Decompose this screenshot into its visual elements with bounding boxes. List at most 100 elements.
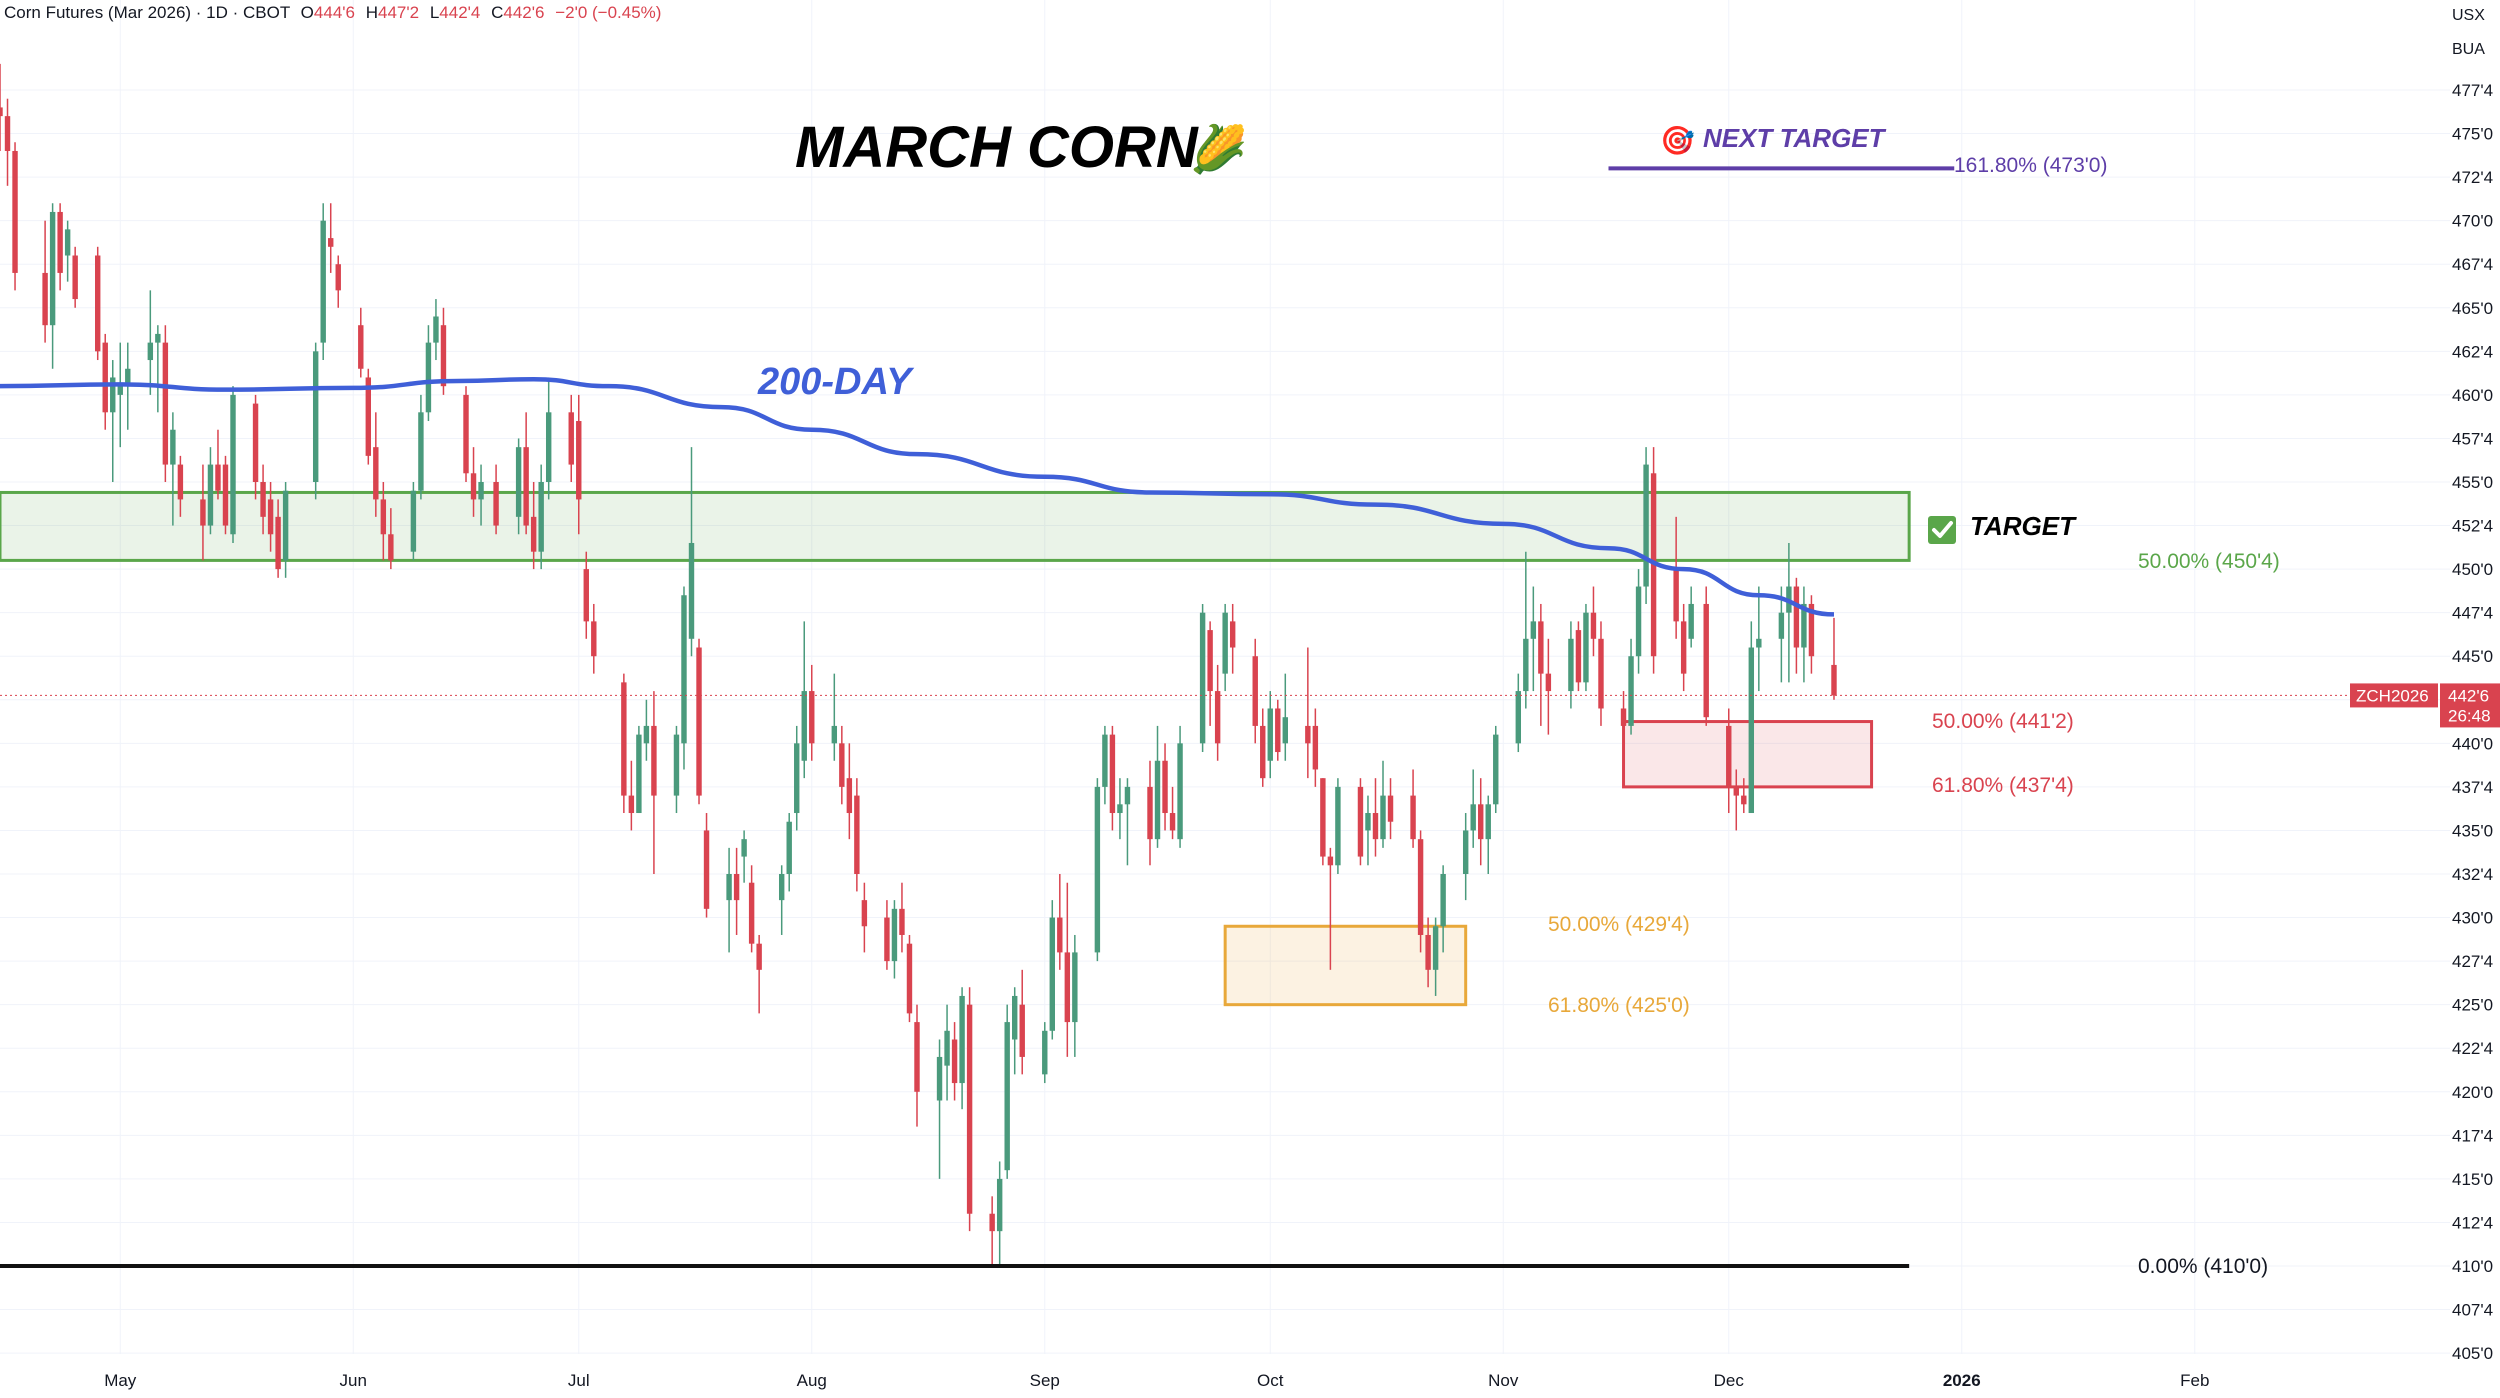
candle-down (839, 725, 845, 805)
candle-up (64, 220, 71, 282)
candle-body (989, 1213, 995, 1232)
candle-down (72, 246, 78, 308)
ma-label: 200-DAY (757, 361, 915, 403)
candle-up (418, 394, 424, 500)
candle-down (1320, 778, 1326, 866)
candle-down (1064, 882, 1071, 1057)
candle-body (786, 821, 792, 874)
candle-up (636, 725, 642, 814)
candle-body (493, 482, 499, 526)
fib-50-orange-label: 50.00% (429'4) (1548, 913, 1690, 936)
candle-down (906, 934, 913, 1023)
candle-body (1357, 786, 1364, 857)
time-axis[interactable]: May Jun Jul Aug Sep Oct Nov Dec 2026 Feb (104, 1371, 2209, 1390)
candle-body (1530, 621, 1537, 639)
fib-161-label: 161.80% (473'0) (1954, 154, 2107, 177)
candle-body (884, 917, 890, 962)
candle-body (1380, 795, 1386, 840)
candle-body (95, 255, 101, 352)
candle-down (463, 386, 469, 482)
candle-body (1831, 664, 1837, 696)
candle-down (568, 394, 574, 482)
price-tick-label: 445'0 (2452, 647, 2493, 666)
candle-up (1124, 778, 1131, 866)
candle-down (1109, 725, 1116, 831)
candle-down (1598, 621, 1604, 726)
candle-up (117, 342, 123, 448)
candle-body (72, 255, 78, 300)
candle-down (1410, 769, 1416, 848)
candle-body (1275, 708, 1281, 753)
candle-up (155, 325, 161, 413)
candle-body (688, 542, 695, 639)
candle-body (1575, 630, 1582, 683)
price-tick-label: 477'4 (2452, 81, 2493, 100)
candle-body (794, 743, 800, 814)
symbol-description[interactable]: Corn Futures (Mar 2026) · 1D · CBOT (4, 3, 290, 22)
candle-up (110, 360, 116, 482)
ma-layer (0, 376, 1834, 617)
fib-618-red-label: 61.80% (437'4) (1932, 774, 2074, 797)
candle-body (846, 778, 853, 814)
candle-down (1357, 778, 1364, 866)
fib-618-orange-label: 61.80% (425'0) (1548, 994, 1690, 1017)
candle-down (177, 455, 184, 517)
candle-up (959, 987, 965, 1110)
candle-up (1786, 542, 1792, 683)
candle-up (312, 342, 319, 500)
candle-down (102, 333, 108, 430)
candle-body (1372, 813, 1379, 840)
candle-down (591, 603, 597, 674)
price-tick-label: 465'0 (2452, 299, 2493, 318)
candle-layer (0, 63, 1837, 1266)
symbol-header[interactable]: Corn Futures (Mar 2026) · 1D · CBOT O444… (4, 3, 661, 23)
candle-body (1335, 786, 1341, 866)
candle-body (1260, 725, 1266, 779)
candle-body (1305, 725, 1311, 744)
price-tick-label: 452'4 (2452, 517, 2493, 536)
candle-body (125, 368, 131, 387)
candle-body (1756, 638, 1762, 648)
candle-body (42, 272, 48, 326)
candle-body (944, 1030, 950, 1066)
symbol-tag (2350, 683, 2438, 708)
candle-body (1042, 1030, 1048, 1075)
candle-body (1493, 734, 1499, 805)
candle-down (1207, 621, 1213, 726)
candle-down (12, 142, 18, 291)
high-value: 447'2 (378, 3, 420, 22)
candle-down (628, 760, 635, 831)
candle-up (778, 865, 785, 935)
candle-down (57, 203, 63, 291)
candle-body (200, 499, 206, 526)
candle-body (651, 725, 657, 796)
candle-body (1177, 743, 1183, 840)
price-tick-label: 440'0 (2452, 734, 2493, 753)
candle-down (1169, 786, 1176, 840)
candle-down (1575, 621, 1582, 692)
candle-body (1057, 917, 1063, 953)
candle-up (1222, 603, 1228, 692)
candle-body (1327, 856, 1334, 866)
candle-down (42, 220, 48, 343)
candle-down (1057, 874, 1063, 970)
candle-up (1004, 1004, 1010, 1179)
candle-body (147, 342, 154, 361)
candle-down (1703, 586, 1709, 726)
candle-body (1733, 786, 1739, 796)
candle-down (809, 664, 815, 761)
candle-body (538, 482, 544, 552)
check-mark-icon (1932, 521, 1953, 538)
candle-body (568, 412, 574, 465)
candle-up (1199, 603, 1206, 753)
time-tick-label: Dec (1714, 1371, 1745, 1390)
candle-body (222, 464, 229, 526)
target-icon: 🎯 (1660, 125, 1695, 156)
candle-down (1733, 769, 1739, 831)
candle-body (696, 647, 702, 796)
candle-body (1064, 952, 1071, 1023)
candle-body (831, 725, 838, 744)
candle-up (1267, 691, 1273, 779)
